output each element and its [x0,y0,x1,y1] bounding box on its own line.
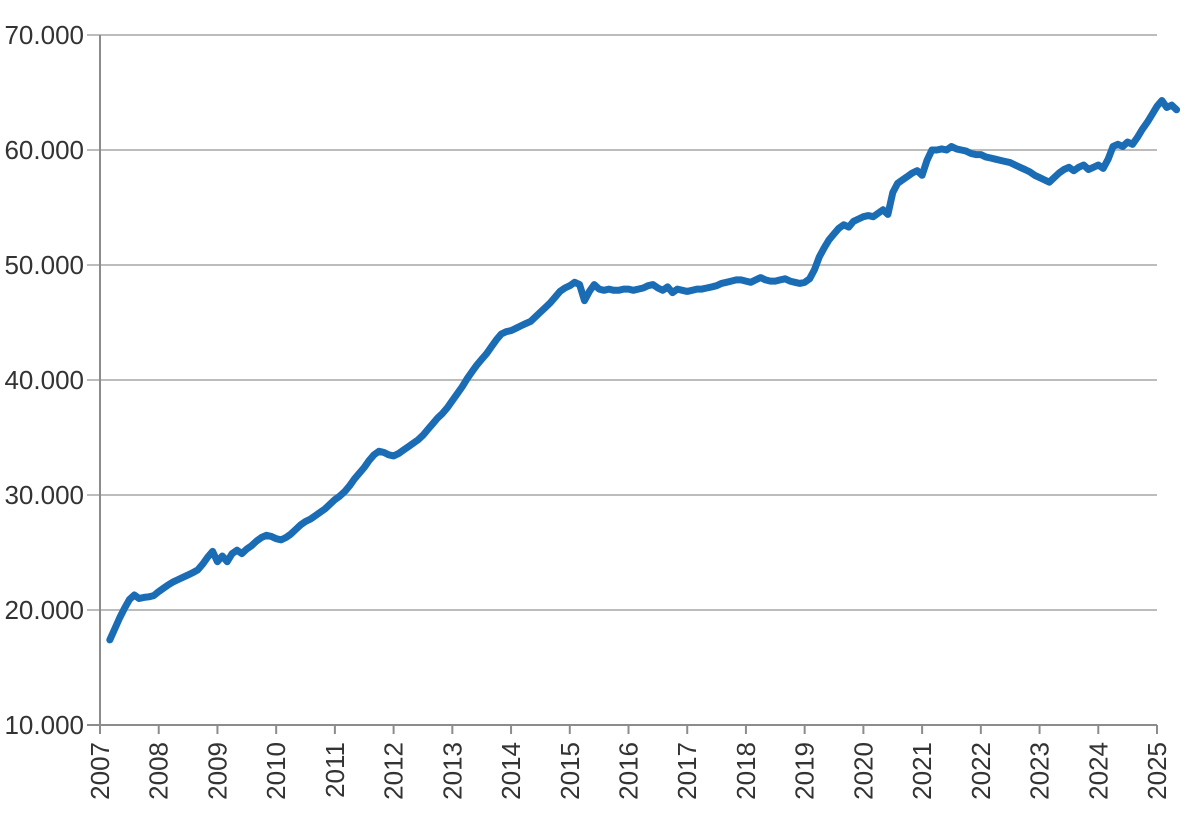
x-axis-tick-label: 2012 [379,742,409,800]
x-axis-labels-group: 2007 2008 2009 2010 2011 2012 2013 2014 2015 2016… [85,742,1172,800]
x-axis-tick-label: 2008 [144,742,174,800]
x-axis-tick-label: 2018 [731,742,761,800]
x-axis-tick-label: 2009 [202,742,232,800]
x-axis-tick-label: 2010 [261,742,291,800]
data-line [106,97,1181,644]
y-axis-tick-label: 10.000 [4,710,84,740]
x-axis-tick-label: 2017 [672,742,702,800]
x-axis-tick-label: 2015 [555,742,585,800]
axes-group [87,35,1158,734]
x-axis-tick-label: 2020 [848,742,878,800]
y-axis-tick-label: 70.000 [4,20,84,50]
x-axis-tick-label: 2025 [1142,742,1172,800]
series-group [106,97,1181,644]
x-axis-tick-label: 2016 [614,742,644,800]
x-axis-tick-label: 2023 [1025,742,1055,800]
x-axis-tick-label: 2007 [85,742,115,800]
x-axis-tick-label: 2013 [437,742,467,800]
x-axis-tick-label: 2024 [1083,742,1113,800]
y-axis-tick-label: 60.000 [4,135,84,165]
x-axis-tick-label: 2021 [907,742,937,800]
y-axis-tick-label: 40.000 [4,365,84,395]
y-axis-tick-label: 20.000 [4,595,84,625]
x-axis-tick-label: 2022 [966,742,996,800]
y-axis-tick-label: 50.000 [4,250,84,280]
y-axis-tick-label: 30.000 [4,480,84,510]
x-axis-tick-label: 2019 [790,742,820,800]
x-axis-tick-label: 2014 [496,742,526,800]
x-axis-tick-label: 2011 [320,742,350,798]
y-axis-labels-group: 10.000 20.000 30.000 40.000 50.000 60.000 70.0… [4,20,84,740]
gridlines-group [87,34,1157,726]
